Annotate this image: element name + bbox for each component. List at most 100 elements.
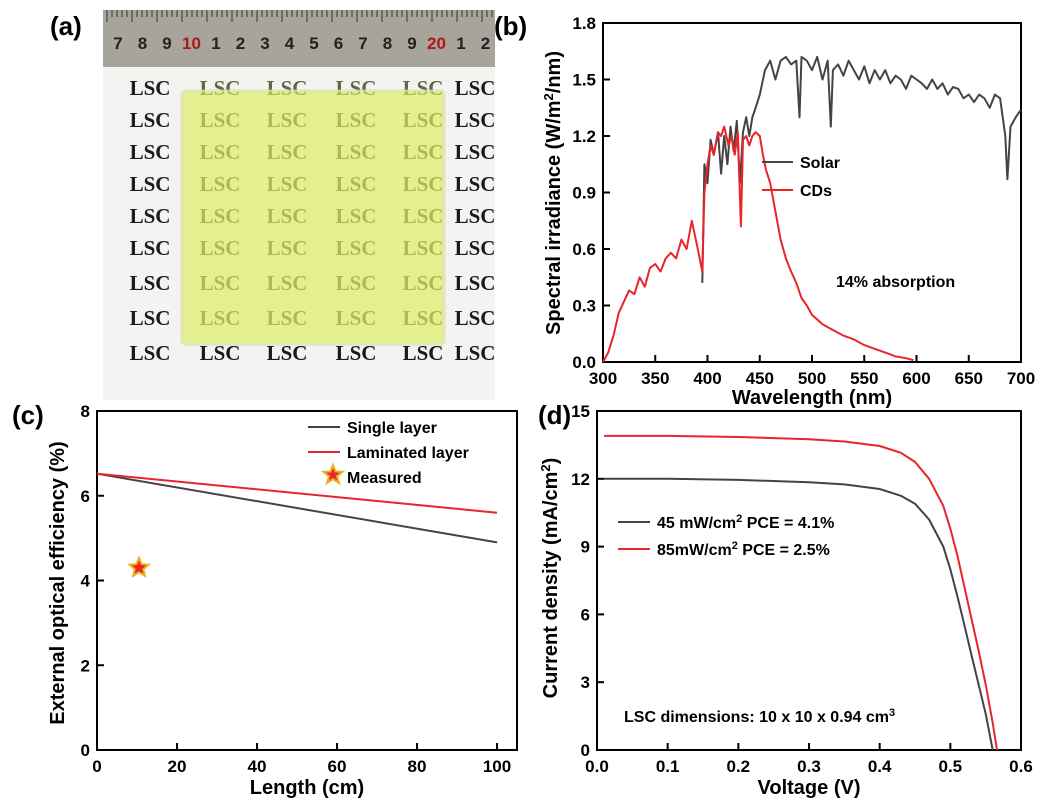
legend-label-cds: CDs [800, 183, 832, 200]
y-tick-label: 12 [571, 470, 590, 489]
series-c [96, 472, 498, 579]
legend-b: Solar CDs [762, 155, 840, 200]
panel-label-a: (a) [50, 11, 82, 41]
panel-b: (b) 300 350 400 450 500 550 600 650 700 0.0 0.3 0.6… [494, 11, 1035, 409]
ruler-number: 3 [260, 34, 269, 53]
panel-label-c: (c) [12, 400, 44, 430]
lsc-plate [180, 89, 446, 346]
y-tick-label: 0.9 [572, 184, 596, 203]
x-tick-label: 0.1 [656, 757, 680, 776]
photo: LSC LSC LSC LSC LSC LSC LSC LSC LSC LSC LSC LSC LSC L… [103, 10, 495, 400]
legend-label-solar: Solar [800, 155, 840, 172]
axes-d: 0.0 0.1 0.2 0.3 0.4 0.5 0.6 0 3 6 9 12 15 [571, 402, 1033, 776]
y-axis-label-b: Spectral irradiance (W/m2/nm) [541, 51, 566, 335]
ruler: 7 8 9 10 1 2 3 4 5 6 7 8 9 20 1 2 [103, 10, 495, 67]
series-line-45mw [604, 477, 994, 751]
lsc-tile-text: LSC [455, 172, 496, 196]
annotation-dimensions: LSC dimensions: 10 x 10 x 0.94 cm3 [624, 707, 895, 726]
series-line-85mw [604, 434, 998, 751]
lsc-tile-text: LSC [455, 271, 496, 295]
x-tick-label: 0.6 [1009, 757, 1033, 776]
lsc-tile-text: LSC [130, 108, 171, 132]
x-tick-label: 700 [1007, 369, 1035, 388]
y-tick-label: 3 [581, 673, 590, 692]
x-tick-label: 0 [92, 757, 101, 776]
y-tick-label: 1.5 [572, 71, 596, 90]
lsc-tile-text: LSC [130, 341, 171, 365]
lsc-tile-text: LSC [455, 236, 496, 260]
series-line-laminated-layer [96, 472, 498, 514]
x-tick-label: 100 [483, 757, 511, 776]
ruler-number: 1 [211, 34, 220, 53]
legend-label-laminated: Laminated layer [347, 445, 469, 462]
y-tick-label: 4 [81, 572, 91, 591]
ruler-number: 8 [383, 34, 392, 53]
ruler-ticks [106, 10, 493, 22]
y-tick-label: 0.3 [572, 297, 596, 316]
x-tick-label: 550 [850, 369, 878, 388]
lsc-tile-text: LSC [455, 108, 496, 132]
ruler-number: 2 [481, 34, 490, 53]
x-tick-label: 0.4 [868, 757, 892, 776]
ruler-number: 20 [427, 34, 446, 53]
x-tick-label: 450 [746, 369, 774, 388]
panel-label-d: (d) [538, 400, 571, 430]
lsc-tile-text: LSC [130, 236, 171, 260]
y-tick-label: 9 [581, 538, 590, 557]
y-tick-label: 0 [81, 741, 90, 760]
axes-c: 0 20 40 60 80 100 0 2 4 6 8 [81, 402, 512, 776]
panel-d: (d) 0.0 0.1 0.2 0.3 0.4 0.5 0.6 0 3 6 9 12 15 Voltag… [538, 400, 1033, 799]
x-tick-label: 650 [955, 369, 983, 388]
legend-star-measured [320, 462, 346, 486]
y-tick-label: 2 [81, 656, 90, 675]
y-tick-label: 8 [81, 402, 90, 421]
x-tick-label: 60 [328, 757, 347, 776]
ruler-number: 7 [358, 34, 367, 53]
plot-frame-d [596, 410, 1022, 751]
panel-label-b: (b) [494, 11, 527, 41]
x-axis-label-b: Wavelength (nm) [732, 387, 892, 409]
ruler-number: 1 [456, 34, 465, 53]
lsc-tile-text: LSC [455, 306, 496, 330]
legend-label-measured: Measured [347, 470, 422, 487]
lsc-tile-text: LSC [455, 341, 496, 365]
lsc-tile-text: LSC [130, 204, 171, 228]
ruler-number: 7 [113, 34, 122, 53]
lsc-tile-text: LSC [130, 306, 171, 330]
x-tick-label: 300 [589, 369, 617, 388]
ruler-number: 6 [334, 34, 343, 53]
legend-c: Single layer Laminated layer Measured [308, 420, 469, 487]
ruler-number: 2 [236, 34, 245, 53]
legend-d: 45 mW/cm2 PCE = 4.1% 85mW/cm2 PCE = 2.5% [618, 513, 834, 559]
series-line-single-layer [96, 472, 498, 544]
x-tick-label: 20 [168, 757, 187, 776]
ruler-number: 4 [285, 34, 295, 53]
ruler-number: 9 [407, 34, 416, 53]
legend-label-85: 85mW/cm2 PCE = 2.5% [657, 540, 830, 559]
legend-label-45: 45 mW/cm2 PCE = 4.1% [657, 513, 834, 532]
x-tick-label: 40 [248, 757, 267, 776]
ruler-body [103, 10, 495, 67]
y-axis-label-d: Current density (mA/cm2) [538, 458, 563, 699]
lsc-tile-text: LSC [455, 76, 496, 100]
x-tick-label: 400 [693, 369, 721, 388]
lsc-tile-text: LSC [130, 271, 171, 295]
y-tick-label: 15 [571, 402, 590, 421]
ruler-number: 8 [138, 34, 147, 53]
ruler-numbers: 7 8 9 10 1 2 3 4 5 6 7 8 9 20 1 2 [113, 34, 490, 53]
lsc-tile-text: LSC [130, 76, 171, 100]
x-axis-label-c: Length (cm) [250, 777, 364, 799]
x-tick-label: 0.2 [727, 757, 751, 776]
y-tick-label: 6 [581, 605, 590, 624]
lsc-plate-edge [181, 90, 445, 345]
legend-label-single: Single layer [347, 420, 437, 437]
series-b [602, 55, 1022, 363]
lsc-tile-text: LSC [455, 204, 496, 228]
axes-b: 300 350 400 450 500 550 600 650 700 0.0 0.3 0.6 0.9 1… [572, 14, 1035, 388]
y-tick-label: 6 [81, 487, 90, 506]
x-tick-label: 0.5 [939, 757, 963, 776]
measured-star-point [127, 555, 151, 579]
lsc-tile-text: LSC [130, 140, 171, 164]
x-tick-label: 0.3 [797, 757, 821, 776]
